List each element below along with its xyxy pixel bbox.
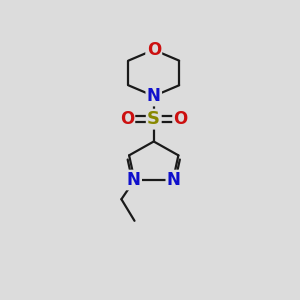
Text: O: O — [174, 110, 188, 128]
Text: O: O — [147, 41, 161, 59]
Text: O: O — [120, 110, 134, 128]
Text: S: S — [147, 110, 160, 128]
Text: N: N — [147, 87, 161, 105]
Text: N: N — [127, 171, 141, 189]
Text: N: N — [167, 171, 181, 189]
